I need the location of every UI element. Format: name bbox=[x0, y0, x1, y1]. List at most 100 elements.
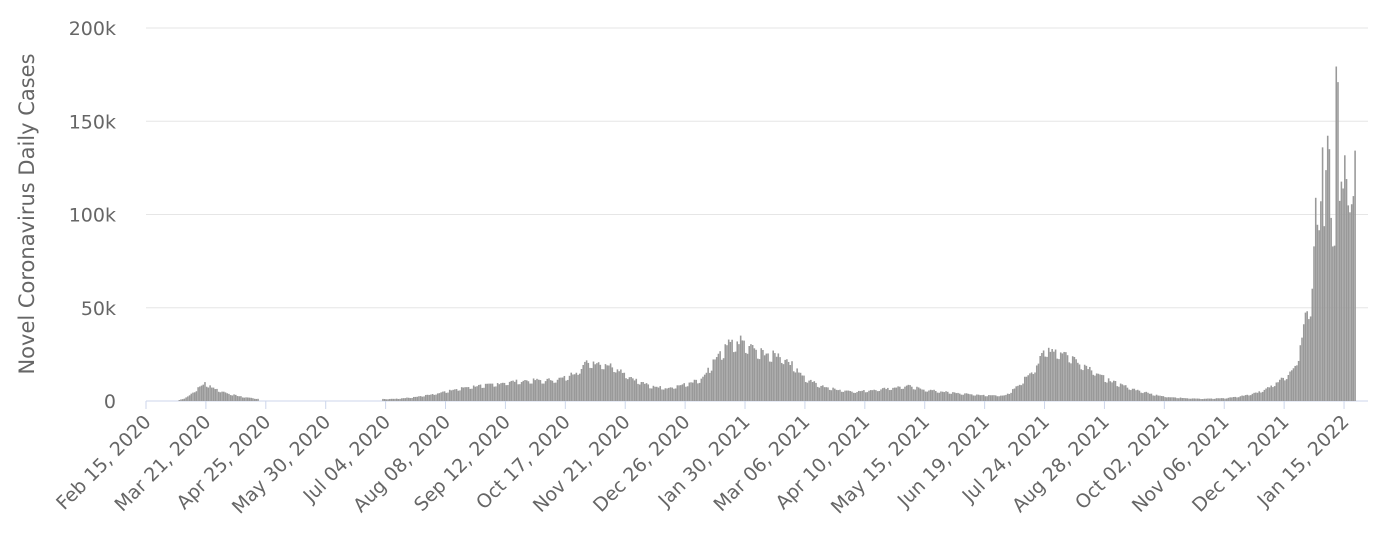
daily-bar-150[interactable] bbox=[402, 398, 405, 401]
daily-bar-325[interactable] bbox=[702, 376, 704, 401]
daily-bar-326[interactable] bbox=[703, 374, 706, 401]
daily-bar-478[interactable] bbox=[964, 393, 966, 401]
daily-bar-614[interactable] bbox=[1196, 398, 1199, 401]
daily-bar-534[interactable] bbox=[1059, 352, 1062, 401]
daily-bar-484[interactable] bbox=[974, 395, 976, 401]
daily-bar-294[interactable] bbox=[649, 388, 651, 401]
daily-bar-431[interactable] bbox=[883, 387, 886, 401]
daily-bar-482[interactable] bbox=[970, 394, 973, 401]
daily-bar-409[interactable] bbox=[846, 390, 848, 401]
daily-bar-190[interactable] bbox=[471, 388, 473, 401]
daily-bar-186[interactable] bbox=[464, 387, 466, 401]
daily-bar-178[interactable] bbox=[450, 390, 453, 401]
daily-bar-688[interactable] bbox=[1323, 226, 1326, 401]
daily-bar-57[interactable] bbox=[243, 397, 246, 401]
daily-bar-161[interactable] bbox=[421, 396, 424, 401]
daily-bar-20[interactable] bbox=[180, 399, 182, 401]
daily-bar-176[interactable] bbox=[447, 392, 449, 401]
daily-bar-41[interactable] bbox=[216, 388, 218, 401]
daily-bar-541[interactable] bbox=[1071, 356, 1074, 401]
daily-bar-48[interactable] bbox=[228, 393, 230, 401]
daily-bar-202[interactable] bbox=[491, 383, 494, 401]
daily-bar-340[interactable] bbox=[727, 339, 730, 401]
daily-bar-578[interactable] bbox=[1135, 390, 1137, 401]
daily-bar-164[interactable] bbox=[426, 394, 429, 401]
daily-bar-391[interactable] bbox=[815, 382, 817, 401]
daily-bar-682[interactable] bbox=[1313, 246, 1315, 401]
daily-bar-219[interactable] bbox=[520, 382, 523, 401]
daily-bar-483[interactable] bbox=[972, 395, 975, 401]
daily-bar-403[interactable] bbox=[835, 389, 838, 401]
daily-bar-673[interactable] bbox=[1297, 360, 1300, 401]
daily-bar-174[interactable] bbox=[443, 391, 446, 401]
daily-bar-46[interactable] bbox=[224, 392, 227, 401]
daily-bar-295[interactable] bbox=[650, 388, 653, 401]
daily-bar-674[interactable] bbox=[1299, 345, 1302, 401]
daily-bar-366[interactable] bbox=[772, 350, 774, 401]
daily-bar-373[interactable] bbox=[784, 359, 786, 401]
daily-bar-435[interactable] bbox=[890, 389, 893, 401]
daily-bar-330[interactable] bbox=[710, 370, 713, 401]
daily-bar-276[interactable] bbox=[618, 371, 620, 401]
daily-bar-185[interactable] bbox=[462, 387, 465, 401]
daily-bar-613[interactable] bbox=[1195, 398, 1197, 401]
daily-bar-194[interactable] bbox=[478, 384, 480, 401]
daily-bar-183[interactable] bbox=[459, 390, 461, 401]
daily-bar-563[interactable] bbox=[1109, 381, 1112, 401]
daily-bar-378[interactable] bbox=[792, 371, 795, 401]
daily-bar-434[interactable] bbox=[888, 390, 891, 401]
daily-bar-351[interactable] bbox=[746, 353, 749, 401]
daily-bar-298[interactable] bbox=[656, 386, 658, 401]
daily-bar-245[interactable] bbox=[565, 380, 567, 401]
daily-bar-579[interactable] bbox=[1136, 389, 1139, 401]
daily-bar-250[interactable] bbox=[573, 374, 576, 401]
daily-bar-292[interactable] bbox=[645, 383, 648, 401]
daily-bar-539[interactable] bbox=[1068, 362, 1071, 401]
daily-bar-584[interactable] bbox=[1145, 391, 1148, 401]
daily-bar-286[interactable] bbox=[635, 378, 638, 401]
daily-bar-424[interactable] bbox=[871, 390, 874, 401]
daily-bar-561[interactable] bbox=[1106, 382, 1108, 401]
daily-bar-421[interactable] bbox=[866, 392, 869, 401]
daily-bar-549[interactable] bbox=[1085, 365, 1088, 401]
daily-bar-575[interactable] bbox=[1130, 390, 1132, 401]
daily-bar-485[interactable] bbox=[976, 394, 978, 401]
daily-bar-526[interactable] bbox=[1046, 356, 1048, 401]
daily-bar-246[interactable] bbox=[567, 379, 569, 401]
daily-bar-237[interactable] bbox=[551, 380, 554, 401]
daily-bar-285[interactable] bbox=[633, 380, 636, 401]
daily-bar-397[interactable] bbox=[825, 387, 828, 401]
daily-bar-574[interactable] bbox=[1128, 389, 1130, 401]
daily-bar-514[interactable] bbox=[1025, 376, 1028, 401]
daily-bar-43[interactable] bbox=[219, 392, 222, 401]
daily-bar-610[interactable] bbox=[1190, 398, 1192, 401]
daily-bar-364[interactable] bbox=[768, 361, 771, 401]
daily-bar-184[interactable] bbox=[460, 387, 463, 401]
daily-bar-597[interactable] bbox=[1167, 397, 1170, 401]
daily-bar-151[interactable] bbox=[404, 398, 406, 401]
daily-bar-591[interactable] bbox=[1157, 395, 1160, 401]
daily-bar-556[interactable] bbox=[1097, 373, 1100, 401]
daily-bar-35[interactable] bbox=[205, 386, 208, 401]
daily-bar-201[interactable] bbox=[490, 383, 492, 401]
daily-bar-576[interactable] bbox=[1131, 388, 1134, 401]
daily-bar-331[interactable] bbox=[712, 359, 715, 401]
daily-bar-49[interactable] bbox=[229, 395, 232, 401]
daily-bar-702[interactable] bbox=[1347, 205, 1350, 401]
daily-bar-381[interactable] bbox=[798, 372, 800, 401]
daily-bar-551[interactable] bbox=[1089, 366, 1091, 401]
daily-bar-606[interactable] bbox=[1183, 398, 1185, 401]
daily-bar-679[interactable] bbox=[1308, 319, 1310, 401]
daily-bar-537[interactable] bbox=[1065, 352, 1067, 401]
daily-bar-360[interactable] bbox=[762, 349, 764, 401]
daily-bar-383[interactable] bbox=[801, 375, 804, 401]
daily-bar-144[interactable] bbox=[392, 398, 395, 401]
daily-bar-609[interactable] bbox=[1188, 398, 1190, 401]
daily-bar-491[interactable] bbox=[986, 396, 988, 401]
daily-bar-498[interactable] bbox=[998, 396, 1000, 401]
daily-bar-649[interactable] bbox=[1256, 392, 1259, 401]
daily-bar-58[interactable] bbox=[245, 397, 247, 401]
daily-bar-365[interactable] bbox=[770, 361, 773, 401]
daily-bar-659[interactable] bbox=[1273, 386, 1276, 401]
daily-bar-475[interactable] bbox=[958, 393, 961, 401]
